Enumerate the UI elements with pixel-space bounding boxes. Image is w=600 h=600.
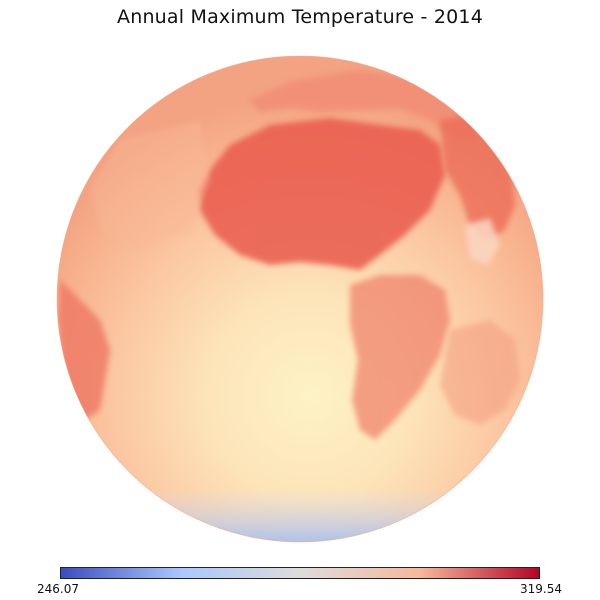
region-southeast xyxy=(440,320,520,425)
colorbar-min-label: 246.07 xyxy=(37,582,79,596)
region-ocean-warm xyxy=(90,120,210,250)
region-highland xyxy=(465,218,500,265)
map-title: Annual Maximum Temperature - 2014 xyxy=(117,6,483,28)
region-south-pole xyxy=(57,420,543,542)
colorbar xyxy=(60,567,540,579)
globe-map xyxy=(56,55,544,543)
colorbar-max-label: 319.54 xyxy=(520,582,562,596)
region-africa xyxy=(200,118,445,270)
region-africa-south xyxy=(350,275,450,440)
